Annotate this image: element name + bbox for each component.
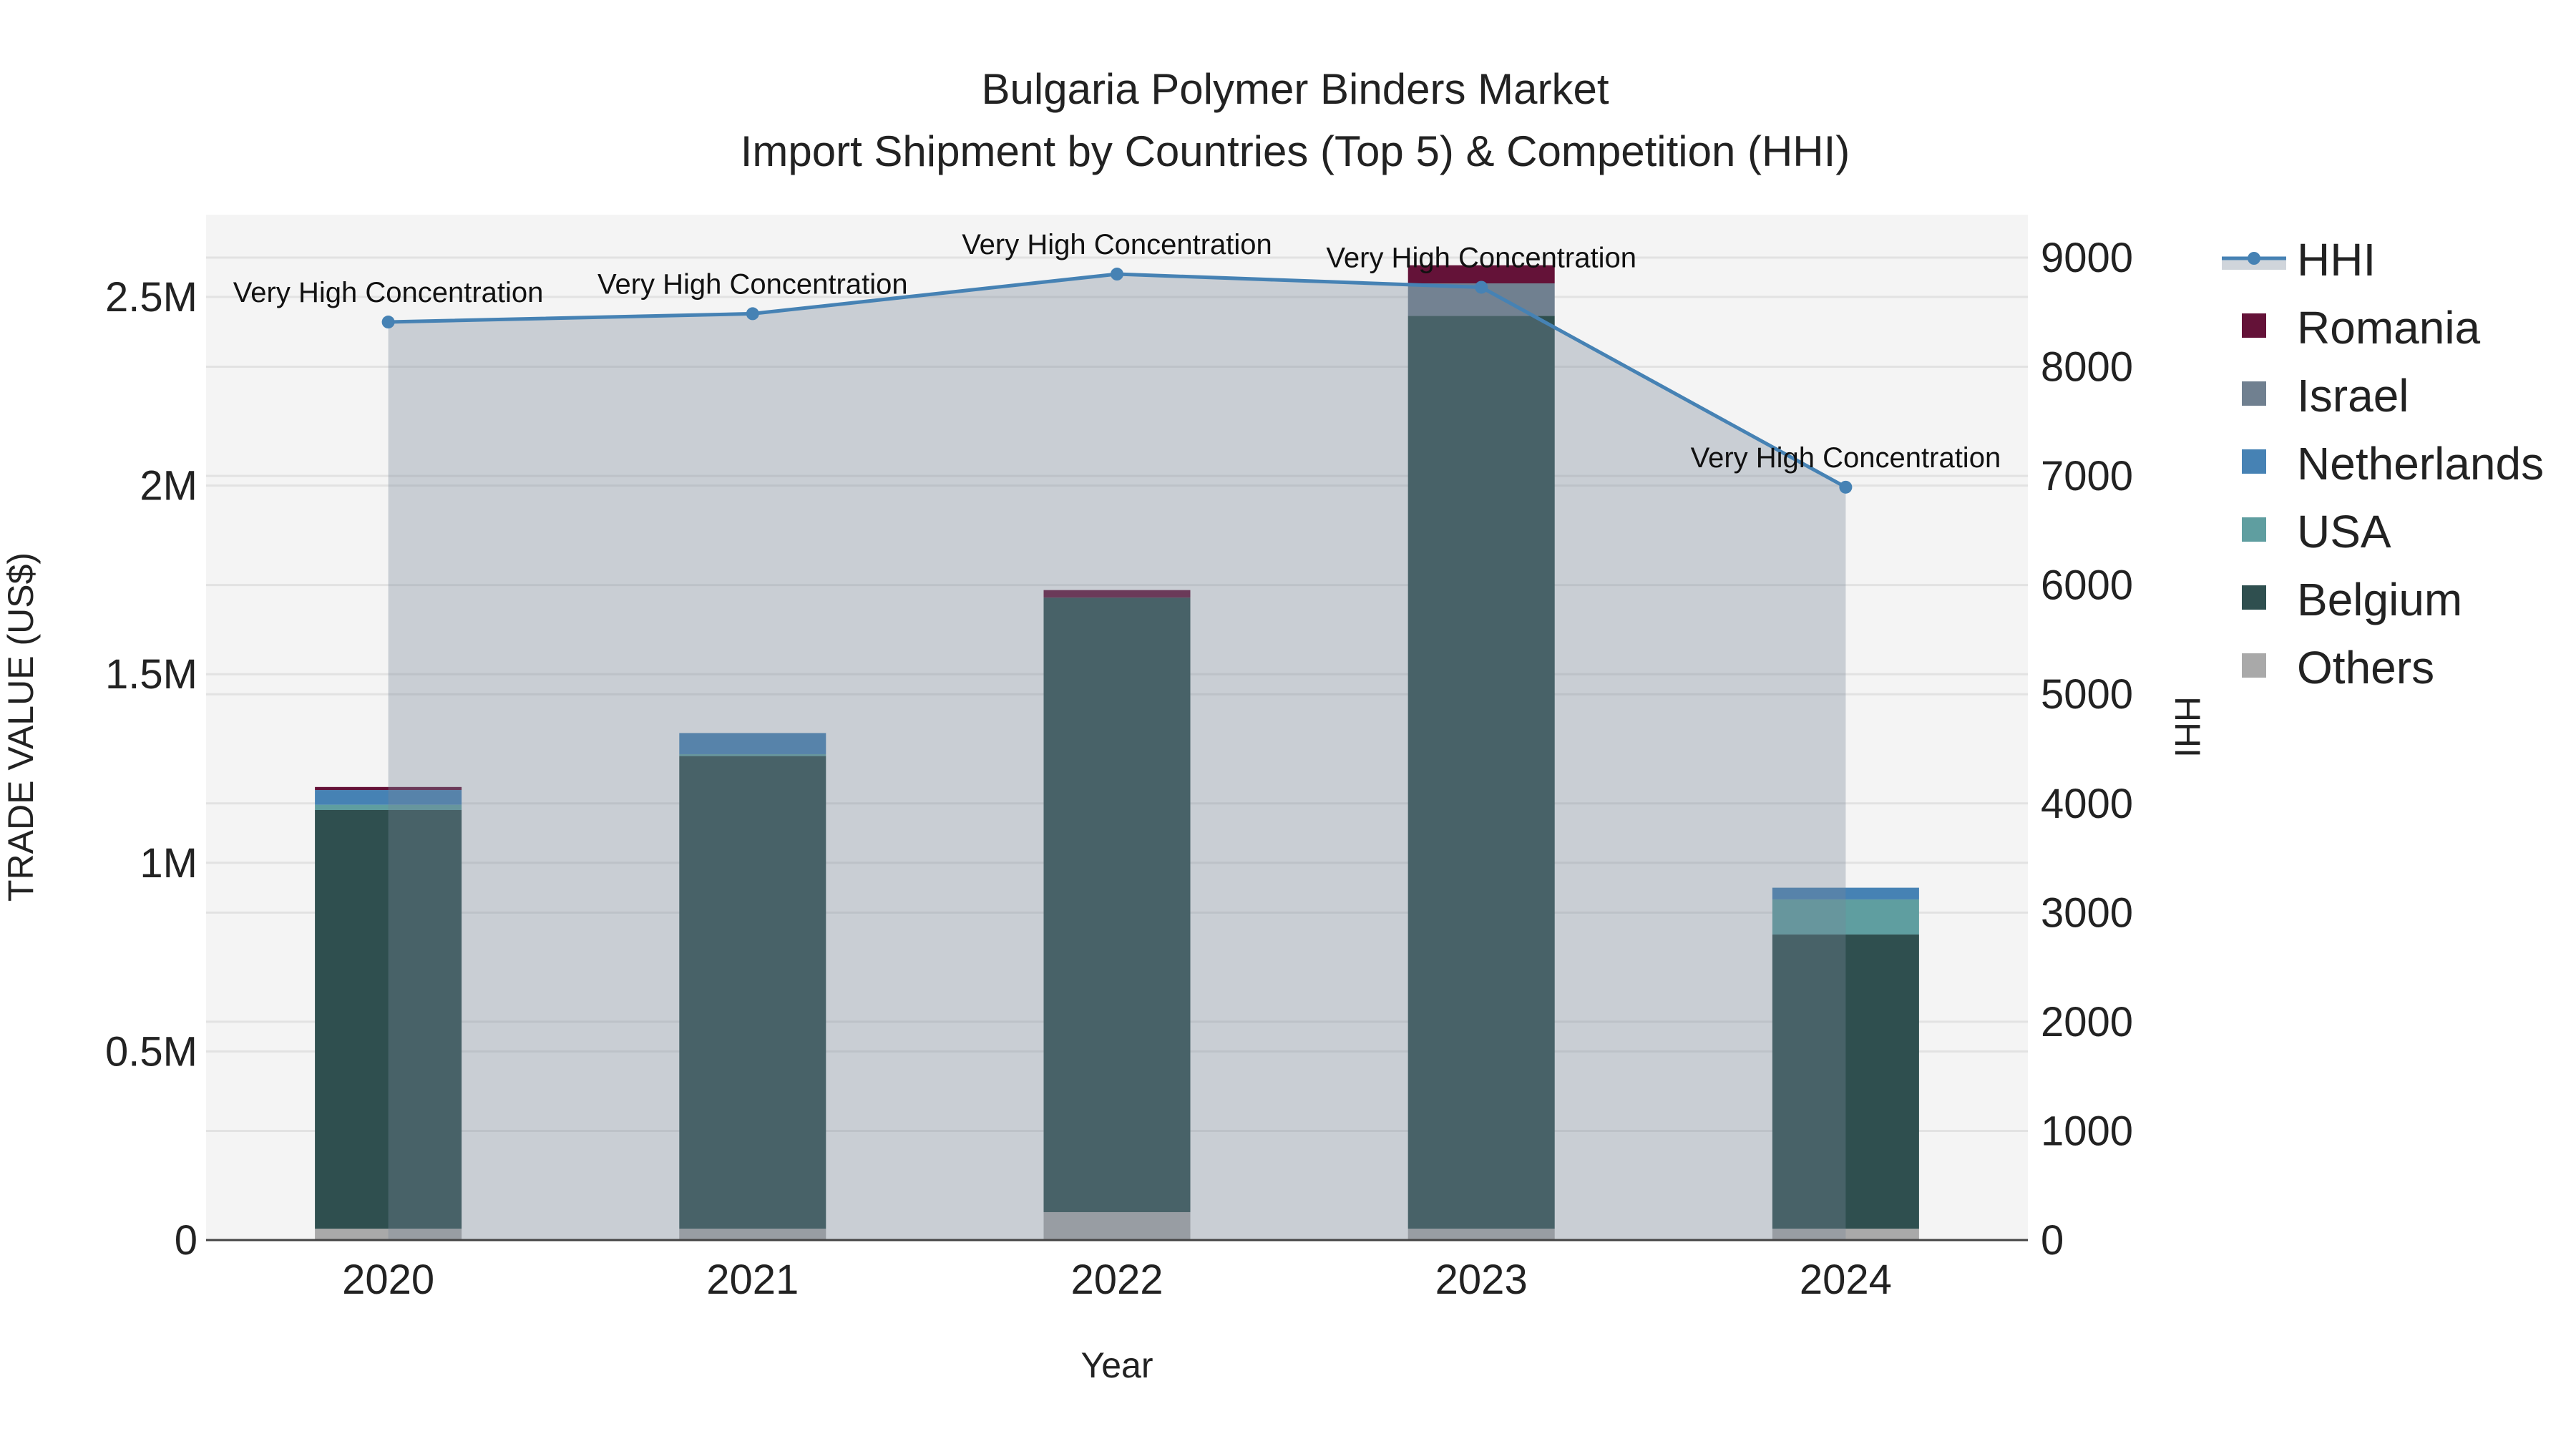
hhi-area: [388, 274, 1846, 1240]
legend-label: Israel: [2297, 370, 2409, 421]
bar-romania-2023: [1407, 265, 1555, 284]
legend-swatch: [2242, 313, 2266, 338]
bar-usa-2021: [679, 753, 826, 756]
legend-swatch: [2242, 517, 2266, 542]
legend-label: Others: [2297, 642, 2434, 693]
y-tick-label: 0.5M: [105, 1028, 197, 1075]
y-tick-label: 1.5M: [105, 651, 197, 698]
bar-netherlands-2020: [315, 790, 462, 805]
bar-others-2022: [1043, 1211, 1191, 1240]
x-tick-label: 2024: [1800, 1257, 1892, 1303]
hhi-line: Very High Concentration Very High Concent…: [233, 229, 2001, 494]
legend-item-romania: Romania: [2242, 302, 2481, 353]
bar-others-2023: [1407, 1229, 1555, 1240]
bar-belgium-2023: [1407, 316, 1555, 1229]
hhi-annotation: Very High Concentration: [1691, 442, 2001, 474]
bar-others-2020: [315, 1229, 462, 1240]
legend: HHI Romania Israel Netherlands USA Belgium Oth…: [2222, 234, 2544, 693]
x-tick-label: 2020: [342, 1257, 434, 1303]
x-axis-title: Year: [1080, 1345, 1153, 1385]
y2-tick-label: 1000: [2041, 1108, 2133, 1154]
y2-tick-label: 4000: [2041, 781, 2133, 827]
bar-usa-2024: [1772, 899, 1919, 935]
axes: 0 0.5M 1M 1.5M 2M 2.5M 0 1000 2000 3000 4000 5000 60…: [105, 235, 2133, 1303]
y2-axis-title: HHI: [2167, 696, 2207, 758]
x-tick-label: 2022: [1070, 1257, 1163, 1303]
hhi-point-2022: [1111, 268, 1123, 281]
x-tick-label: 2021: [706, 1257, 799, 1303]
legend-label: Romania: [2297, 302, 2481, 353]
legend-swatch-hhi-marker: [2248, 252, 2260, 265]
hhi-annotation: Very High Concentration: [962, 229, 1272, 260]
bar-netherlands-2021: [679, 733, 826, 754]
bars: [315, 265, 1919, 1240]
y-axis-title: TRADE VALUE (US$): [1, 552, 41, 902]
bar-belgium-2024: [1772, 934, 1919, 1229]
hhi-annotation: Very High Concentration: [597, 268, 908, 300]
bar-romania-2022: [1043, 590, 1191, 598]
y-tick-label: 0: [175, 1217, 197, 1264]
y-tick-label: 2.5M: [105, 274, 197, 321]
y-tick-label: 1M: [140, 840, 197, 887]
legend-item-netherlands: Netherlands: [2242, 438, 2544, 489]
y2-tick-label: 2000: [2041, 999, 2133, 1045]
hhi-point-2021: [746, 307, 759, 321]
legend-item-belgium: Belgium: [2242, 574, 2462, 625]
bar-netherlands-2024: [1772, 887, 1919, 899]
x-tick-label: 2023: [1435, 1257, 1528, 1303]
legend-swatch: [2242, 381, 2266, 406]
bar-usa-2020: [315, 804, 462, 810]
legend-item-usa: USA: [2242, 506, 2391, 557]
legend-item-israel: Israel: [2242, 370, 2409, 421]
bar-belgium-2020: [315, 809, 462, 1229]
y2-tick-label: 7000: [2041, 453, 2133, 499]
y2-tick-label: 9000: [2041, 235, 2133, 281]
bar-others-2021: [679, 1229, 826, 1240]
legend-item-others: Others: [2242, 642, 2434, 693]
hhi-annotation: Very High Concentration: [1326, 242, 1636, 273]
hhi-annotation: Very High Concentration: [233, 277, 544, 308]
legend-label: HHI: [2297, 234, 2376, 286]
bar-belgium-2022: [1043, 597, 1191, 1212]
y2-tick-label: 3000: [2041, 889, 2133, 936]
y2-tick-label: 8000: [2041, 344, 2133, 391]
chart-title: Bulgaria Polymer Binders Market: [981, 65, 1609, 113]
bar-romania-2020: [315, 786, 462, 791]
y2-tick-label: 5000: [2041, 671, 2133, 718]
legend-swatch: [2242, 653, 2266, 678]
bar-belgium-2021: [679, 756, 826, 1229]
legend-swatch: [2242, 585, 2266, 610]
y2-tick-label: 6000: [2041, 562, 2133, 609]
legend-swatch: [2242, 449, 2266, 474]
legend-item-hhi: HHI: [2222, 234, 2376, 286]
legend-label: Belgium: [2297, 574, 2462, 625]
hhi-point-2023: [1475, 280, 1488, 294]
y2-tick-label: 0: [2041, 1217, 2064, 1264]
chart-subtitle: Import Shipment by Countries (Top 5) & C…: [741, 127, 1850, 175]
legend-label: Netherlands: [2297, 438, 2544, 489]
hhi-point-2020: [381, 316, 395, 329]
bar-others-2024: [1772, 1229, 1919, 1240]
legend-label: USA: [2297, 506, 2391, 557]
hhi-area-fill: [388, 274, 1846, 1240]
y-tick-label: 2M: [140, 463, 197, 509]
hhi-point-2024: [1839, 480, 1853, 494]
